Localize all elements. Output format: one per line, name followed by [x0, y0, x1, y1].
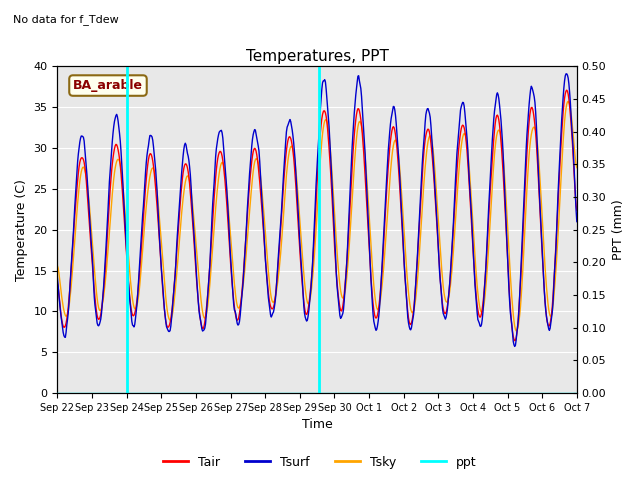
Legend: Tair, Tsurf, Tsky, ppt: Tair, Tsurf, Tsky, ppt: [158, 451, 482, 474]
Title: Temperatures, PPT: Temperatures, PPT: [246, 48, 388, 63]
Y-axis label: Temperature (C): Temperature (C): [15, 179, 28, 281]
Y-axis label: PPT (mm): PPT (mm): [612, 199, 625, 260]
Text: No data for f_Tdew: No data for f_Tdew: [13, 14, 118, 25]
Text: BA_arable: BA_arable: [73, 79, 143, 92]
X-axis label: Time: Time: [301, 419, 333, 432]
